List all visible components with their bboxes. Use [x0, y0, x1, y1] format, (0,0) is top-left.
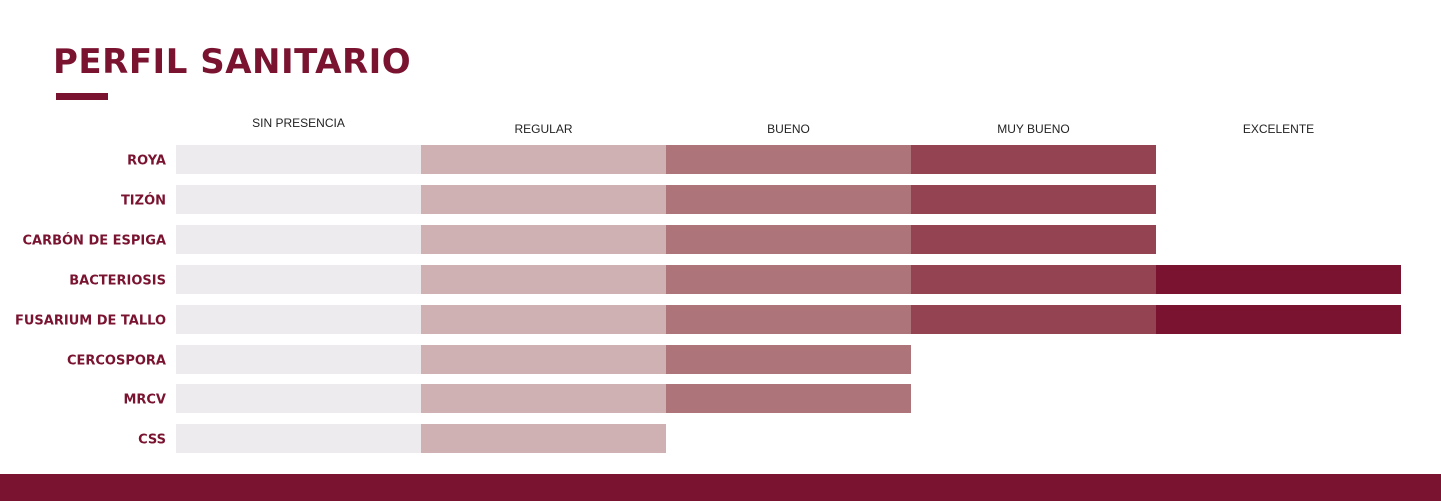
- level-label-muy-bueno: MUY BUENO: [997, 122, 1069, 136]
- bar-segment-tizon-sin-presencia: [176, 185, 421, 214]
- bar-segment-bacteriosis-sin-presencia: [176, 265, 421, 294]
- row-label-fusarium-de-tallo: FUSARIUM DE TALLO: [15, 314, 166, 329]
- bar-segment-fusarium-de-tallo-excelente: [1156, 305, 1401, 334]
- bar-segment-fusarium-de-tallo-regular: [421, 305, 666, 334]
- bar-segment-bacteriosis-excelente: [1156, 265, 1401, 294]
- row-label-css: CSS: [138, 433, 166, 448]
- health-profile-chart: SIN PRESENCIA REGULAR BUENO MUY BUENO EXCELE…: [15, 116, 1401, 453]
- row-label-cercospora: CERCOSPORA: [67, 354, 166, 369]
- bar-segment-css-regular: [421, 424, 666, 453]
- bar-segment-roya-bueno: [666, 145, 911, 174]
- footer-bar: [0, 474, 1441, 501]
- bar-segment-bacteriosis-bueno: [666, 265, 911, 294]
- bar-segment-bacteriosis-muy-bueno: [911, 265, 1156, 294]
- bar-segment-roya-muy-bueno: [911, 145, 1156, 174]
- bar-segment-mrcv-sin-presencia: [176, 384, 421, 413]
- bar-segment-mrcv-regular: [421, 384, 666, 413]
- level-label-regular: REGULAR: [514, 122, 572, 136]
- bar-segment-tizon-regular: [421, 185, 666, 214]
- bar-segment-fusarium-de-tallo-bueno: [666, 305, 911, 334]
- bar-segment-tizon-muy-bueno: [911, 185, 1156, 214]
- row-label-tizon: TIZÓN: [121, 193, 166, 209]
- bar-segment-cercospora-regular: [421, 345, 666, 374]
- row-label-bacteriosis: BACTERIOSIS: [69, 274, 166, 289]
- bar-segment-carbon-de-espiga-sin-presencia: [176, 225, 421, 254]
- bar-segment-carbon-de-espiga-regular: [421, 225, 666, 254]
- bar-segment-cercospora-bueno: [666, 345, 911, 374]
- bar-segment-tizon-bueno: [666, 185, 911, 214]
- level-label-excelente: EXCELENTE: [1243, 122, 1314, 136]
- bar-segment-carbon-de-espiga-bueno: [666, 225, 911, 254]
- bar-segment-fusarium-de-tallo-muy-bueno: [911, 305, 1156, 334]
- page-title: PERFIL SANITARIO: [53, 42, 412, 82]
- bar-segment-mrcv-bueno: [666, 384, 911, 413]
- bar-segment-bacteriosis-regular: [421, 265, 666, 294]
- bar-segment-roya-regular: [421, 145, 666, 174]
- row-label-roya: ROYA: [127, 154, 166, 169]
- level-label-sin-presencia: SIN PRESENCIA: [252, 116, 345, 130]
- bar-segment-carbon-de-espiga-muy-bueno: [911, 225, 1156, 254]
- title-underline: [56, 93, 108, 100]
- level-label-bueno: BUENO: [767, 122, 810, 136]
- row-label-carbon-de-espiga: CARBÓN DE ESPIGA: [22, 233, 166, 249]
- bar-segment-fusarium-de-tallo-sin-presencia: [176, 305, 421, 334]
- bar-segment-cercospora-sin-presencia: [176, 345, 421, 374]
- bar-segment-roya-sin-presencia: [176, 145, 421, 174]
- row-label-mrcv: MRCV: [123, 393, 166, 408]
- bar-segment-css-sin-presencia: [176, 424, 421, 453]
